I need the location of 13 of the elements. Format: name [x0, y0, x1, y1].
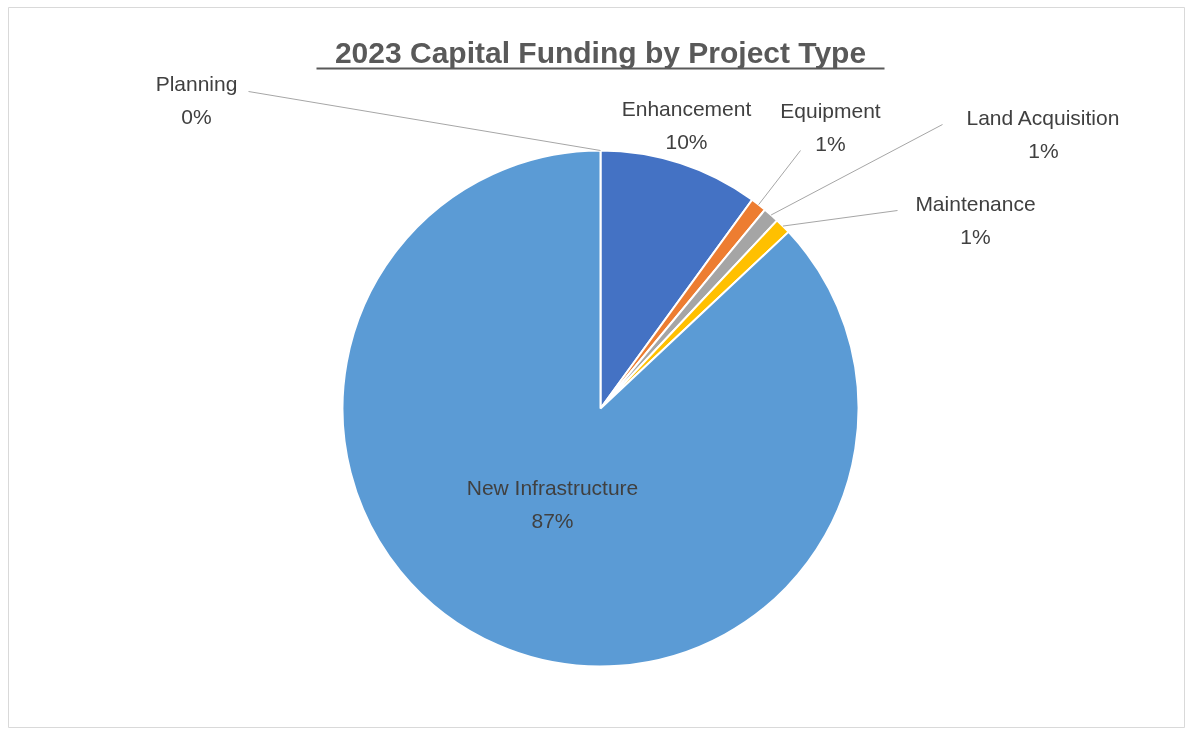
- data-label: 1%: [960, 225, 991, 248]
- slice-label: Equipment: [780, 99, 881, 122]
- data-label: 87%: [531, 509, 574, 532]
- slice-label: Maintenance: [915, 192, 1036, 215]
- text: 0%: [181, 105, 212, 128]
- slice-label: Land Acquisition: [966, 106, 1120, 129]
- data-label: 10%: [665, 130, 708, 153]
- data-label: 1%: [1028, 139, 1059, 162]
- category-label: Planning: [155, 72, 238, 95]
- slice-label: Enhancement: [621, 97, 752, 120]
- slice-label: New Infrastructure: [466, 476, 639, 499]
- data-label: 1%: [815, 132, 846, 155]
- chart-title: 2023 Capital Funding by Project Type: [334, 36, 867, 69]
